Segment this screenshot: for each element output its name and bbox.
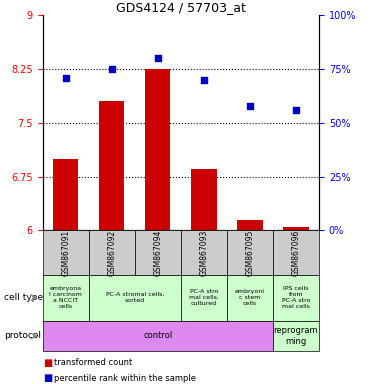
Bar [283,227,309,230]
Text: ■: ■ [43,373,52,383]
Point [109,66,115,72]
Bar [191,169,217,230]
Bar [145,69,171,230]
Point [63,74,69,81]
Text: transformed count: transformed count [54,358,132,367]
Text: embryoni
c stem
cells: embryoni c stem cells [235,289,265,306]
Text: ■: ■ [43,358,52,368]
Bar [237,220,263,230]
Text: GSM867093: GSM867093 [199,229,209,276]
Bar [99,101,124,230]
Text: GSM867095: GSM867095 [246,229,255,276]
Bar [53,159,78,230]
Text: protocol: protocol [4,331,41,341]
Text: PC-A stromal cells,
sorted: PC-A stromal cells, sorted [106,292,164,303]
Text: cell type: cell type [4,293,43,302]
Text: GSM867092: GSM867092 [107,229,116,276]
Text: PC-A stro
mal cells,
cultured: PC-A stro mal cells, cultured [189,289,219,306]
Text: GSM867091: GSM867091 [61,229,70,276]
Point [247,103,253,109]
Text: percentile rank within the sample: percentile rank within the sample [54,374,196,383]
Text: embryona
l carcinom
a NCCIT
cells: embryona l carcinom a NCCIT cells [49,286,82,309]
Text: GSM867096: GSM867096 [292,229,301,276]
Text: reprogram
ming: reprogram ming [274,326,318,346]
Text: IPS cells
from
PC-A stro
mal cells: IPS cells from PC-A stro mal cells [282,286,310,309]
Text: control: control [143,331,173,341]
Point [293,107,299,113]
Title: GDS4124 / 57703_at: GDS4124 / 57703_at [116,1,246,14]
Point [155,55,161,61]
Text: GSM867094: GSM867094 [153,229,162,276]
Point [201,77,207,83]
